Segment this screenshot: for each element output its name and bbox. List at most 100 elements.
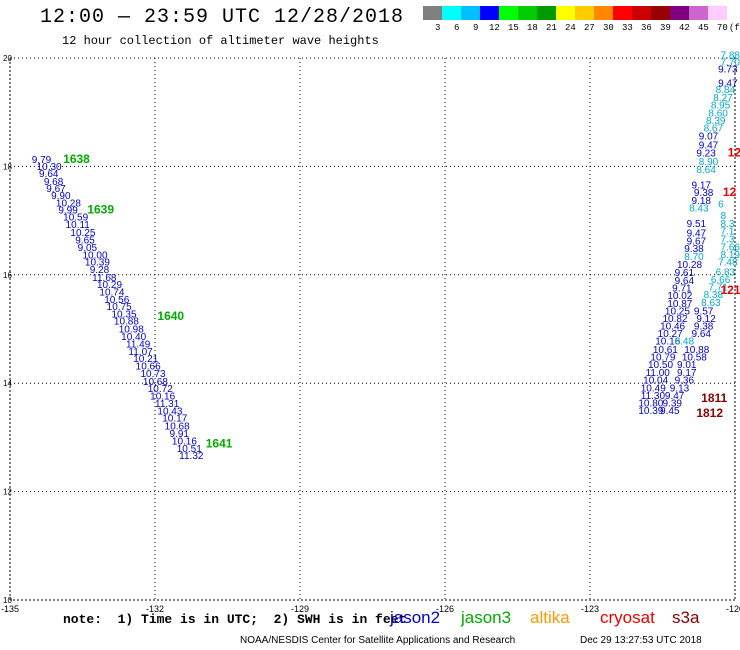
- data-label: 1639: [87, 203, 114, 217]
- data-label: 9.07: [699, 131, 719, 142]
- data-label: 11.00: [646, 368, 671, 379]
- color-swatch: [670, 6, 689, 20]
- legend-altika: altika: [530, 608, 570, 627]
- data-label: 10.16: [150, 391, 175, 402]
- data-label: 9.12: [696, 314, 716, 325]
- data-label: 8.67: [704, 124, 724, 135]
- color-scale-label: (ft): [729, 23, 740, 33]
- data-label: 10.21: [133, 354, 158, 365]
- data-label: 8.43: [689, 203, 709, 214]
- data-label: 10.30: [37, 162, 62, 173]
- data-label: 9.39: [663, 399, 683, 410]
- data-label: 8.84: [716, 85, 736, 96]
- data-label: 9.36: [675, 376, 695, 387]
- data-label: 10.66: [136, 362, 161, 373]
- color-scale-label: 15: [508, 23, 519, 33]
- data-label: 8.64: [696, 165, 716, 176]
- data-label: 10.74: [99, 287, 124, 298]
- data-label: 8.63: [701, 298, 721, 309]
- x-tick-label: -129: [291, 604, 309, 614]
- legend-jason2: jason2: [390, 608, 441, 627]
- data-label: 7.1: [721, 227, 735, 238]
- data-label: 10.40: [121, 332, 146, 343]
- data-label: 11.49: [126, 339, 151, 350]
- x-tick-label: -132: [146, 604, 164, 614]
- data-label: 9.64: [692, 329, 712, 340]
- data-label: 12: [728, 146, 740, 160]
- footer-credit: NOAA/NESDIS Center for Satellite Applica…: [240, 635, 516, 646]
- data-label: 9.28: [90, 265, 110, 276]
- data-label: 8: [721, 211, 727, 222]
- data-label: 12: [723, 185, 737, 199]
- data-label: 10.88: [684, 345, 709, 356]
- data-label: 9.79: [32, 155, 52, 166]
- data-label: 9.57: [694, 306, 714, 317]
- color-scale-label: 42: [679, 23, 690, 33]
- data-label: 1811: [701, 391, 727, 405]
- data-label: 8.27: [713, 93, 733, 104]
- color-scale-label: 33: [622, 23, 633, 33]
- data-label: 7.88: [721, 51, 740, 62]
- data-label: 10.28: [677, 260, 702, 271]
- data-label: 10.59: [63, 213, 88, 224]
- data-label: 9.45: [660, 406, 680, 417]
- color-swatch: [689, 6, 708, 20]
- data-label: 10.56: [104, 295, 129, 306]
- legend-jason3: jason3: [461, 608, 512, 627]
- data-label: 9.68: [44, 177, 64, 188]
- color-scale-label: 27: [584, 23, 595, 33]
- data-label: 10.39: [638, 406, 663, 417]
- data-label: 10.11: [66, 220, 91, 231]
- data-label: 7.70: [721, 58, 740, 69]
- data-label: 9.64: [39, 169, 59, 180]
- page-title: 12:00 — 23:59 UTC 12/28/2018: [40, 6, 405, 29]
- data-label: 8.95: [711, 100, 731, 111]
- data-label: 8.3: [721, 219, 735, 230]
- data-label: 10.72: [148, 384, 173, 395]
- data-label: 10.79: [650, 352, 675, 363]
- data-label: 10.87: [667, 299, 692, 310]
- data-label: 10.50: [648, 360, 673, 371]
- data-label: 9.47: [665, 391, 685, 402]
- data-label: 9.73: [718, 65, 738, 76]
- data-label: 10.04: [643, 376, 668, 387]
- legend-s3a: s3a: [672, 608, 700, 627]
- data-label: 9.67: [687, 236, 707, 247]
- plot-frame: [9, 57, 736, 601]
- color-scale-label: 6: [454, 23, 460, 33]
- data-label: 11.30: [641, 391, 666, 402]
- data-label: 10.25: [665, 306, 690, 317]
- data-label: 10.46: [660, 322, 685, 333]
- data-label: 6.66: [711, 275, 731, 286]
- data-label: 10.88: [114, 317, 139, 328]
- data-label: 1638: [63, 152, 90, 166]
- page-subtitle: 12 hour collection of altimeter wave hei…: [62, 34, 379, 48]
- data-label: 9.65: [75, 235, 95, 246]
- color-scale-label: 36: [641, 23, 652, 33]
- data-label: 10.49: [641, 383, 666, 394]
- color-swatch: [480, 6, 499, 20]
- data-label: 10.35: [112, 310, 137, 321]
- data-label: 8.38: [704, 290, 724, 301]
- color-swatch: [651, 6, 670, 20]
- data-label: 9.17: [692, 181, 712, 192]
- data-marks: 9.7910.309.649.689.679.9010.289.9910.591…: [32, 51, 740, 463]
- data-label: 10.16: [172, 436, 197, 447]
- y-tick-label: 18: [3, 162, 12, 171]
- color-scale-label: 30: [603, 23, 614, 33]
- data-label: 10.98: [119, 324, 144, 335]
- data-label: 10.58: [682, 352, 707, 363]
- data-label: 9.67: [46, 184, 66, 195]
- data-label: 11.68: [92, 273, 117, 284]
- y-tick-label: 16: [3, 271, 12, 280]
- data-label: 9.47: [687, 228, 707, 239]
- color-scale-label: 21: [546, 23, 557, 33]
- data-label: 9.05: [78, 243, 98, 254]
- axis-ticks: -135 -132 -129 -126 -123 -120 20 18 16 14 12 10: [1, 54, 740, 614]
- data-label: 9.23: [696, 149, 716, 160]
- color-swatch: [613, 6, 632, 20]
- color-swatch: [461, 6, 480, 20]
- data-label: 9.38: [694, 188, 714, 199]
